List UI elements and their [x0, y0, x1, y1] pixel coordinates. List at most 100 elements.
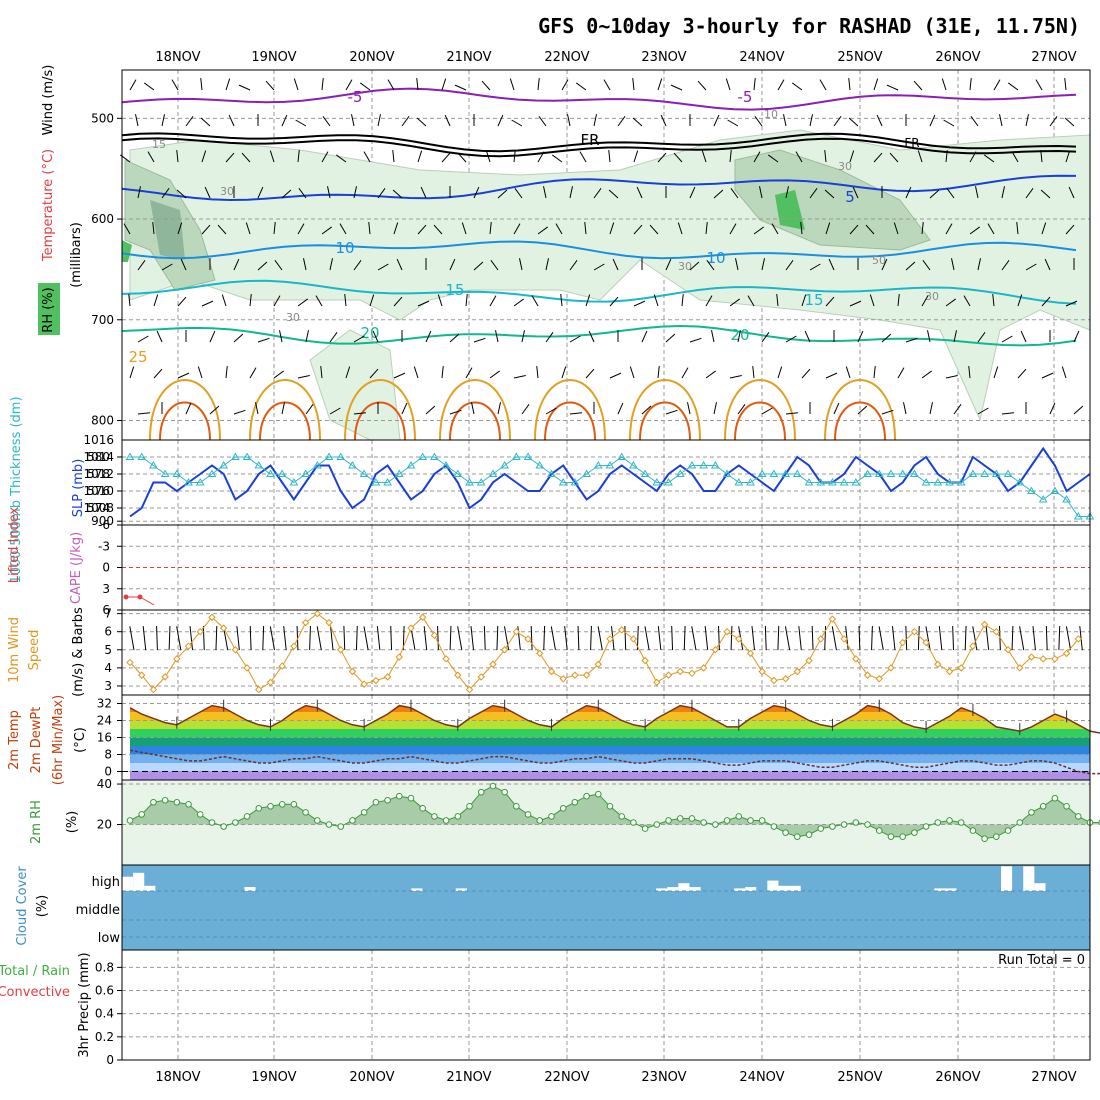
rh2m-marker: [548, 813, 555, 820]
isotherm-line: [121, 132, 1077, 153]
wind-barb: [281, 114, 288, 127]
thickness-marker: [172, 469, 182, 477]
wind-barb: [977, 331, 986, 343]
rh2m-marker: [466, 803, 473, 810]
thickness-marker: [746, 478, 755, 486]
wind-speed-marker: [735, 635, 743, 643]
wind-barb: [983, 154, 995, 163]
wind-barb: [993, 79, 1001, 91]
wind-barb: [530, 625, 533, 651]
rh2m-marker: [770, 823, 778, 830]
wind-barb: [687, 402, 691, 415]
wind-barb: [968, 366, 971, 379]
top-date-label: 26NOV: [935, 50, 980, 65]
wind-barb: [485, 150, 491, 163]
rh2m-marker: [630, 819, 637, 826]
wind-barb: [963, 295, 971, 307]
wind-barb: [245, 222, 251, 235]
rh2m-marker: [196, 811, 204, 818]
wind-barb: [579, 151, 587, 163]
wind-barb: [545, 407, 557, 415]
temperature-axis-label: Temperature (°C): [41, 149, 56, 262]
wind-speed-marker: [934, 660, 942, 668]
isotherm-line: [121, 279, 1077, 305]
cloud-clear-bar: [1000, 866, 1013, 891]
wind-barb: [701, 150, 707, 163]
thickness-marker: [640, 469, 650, 477]
wind-barb: [689, 186, 696, 199]
wind-barb: [321, 151, 329, 163]
wind-barb: [257, 261, 268, 271]
thickness-marker: [301, 469, 310, 477]
wind-barb: [711, 330, 715, 343]
wind-barb: [509, 78, 515, 91]
cloud-clear-bar: [455, 888, 467, 891]
wind-barb: [665, 409, 678, 415]
wind-barb: [1049, 115, 1058, 127]
wind-barb: [444, 114, 451, 127]
wind-barb: [1001, 335, 1013, 343]
wind-barb: [449, 333, 460, 343]
wind-barb: [316, 626, 322, 651]
wind-barb: [180, 258, 187, 271]
thickness-marker: [523, 452, 533, 460]
wind-speed-marker: [594, 660, 603, 668]
rh-shade-70: [150, 200, 185, 260]
rh2m-marker: [372, 798, 380, 806]
wind-barb: [531, 295, 539, 307]
thickness-marker: [617, 452, 627, 460]
rh-contour-label: 30: [678, 260, 692, 273]
rh2m-marker: [513, 803, 520, 810]
temp-color-band: [130, 712, 1090, 721]
wind-barb: [737, 403, 746, 415]
wind-barb: [129, 626, 135, 651]
thickness-marker: [1015, 478, 1025, 486]
wind-barb: [681, 367, 689, 379]
slp-axis-label: SLP (mb): [71, 459, 86, 518]
wind-barb: [449, 625, 452, 651]
thickness-tick-label: 578: [87, 467, 110, 481]
wind-speed-marker: [898, 638, 907, 647]
wind-speed-marker: [184, 642, 193, 650]
thickness-marker: [371, 478, 381, 486]
wind-barb: [269, 150, 275, 163]
wind-barb: [705, 295, 713, 307]
wind-speed-marker: [524, 635, 532, 643]
wind-speed-marker: [360, 680, 368, 688]
wind-barb: [545, 331, 554, 343]
wind-barb: [603, 79, 611, 91]
rh2m-marker: [583, 792, 590, 800]
rh2m-marker: [899, 833, 906, 840]
wind-barb: [521, 330, 525, 343]
rh2m-marker: [852, 819, 860, 826]
wind-barb: [783, 114, 787, 127]
wind-speed-marker: [348, 667, 357, 676]
wind-speed-marker: [559, 675, 567, 683]
wind-barb: [129, 79, 137, 91]
wind-barb: [1073, 330, 1080, 343]
wind-barb: [363, 626, 369, 651]
temp-color-band: [130, 729, 1090, 738]
rh2m-marker: [712, 821, 719, 828]
wind-barb: [153, 294, 159, 307]
rh2m-marker: [501, 788, 508, 796]
wind-barb: [718, 625, 720, 651]
thickness-marker: [792, 469, 802, 477]
rh2m-marker: [840, 821, 848, 828]
rh2m-marker: [1016, 819, 1024, 826]
rh-contour-label: 30: [925, 290, 939, 303]
wind-barb: [729, 150, 732, 163]
wind-speed-marker: [1004, 646, 1012, 654]
wind-barb: [657, 626, 662, 651]
wind-barb: [964, 625, 967, 651]
wind-barb: [1025, 187, 1034, 199]
wind-barb: [201, 150, 207, 163]
wind-barb: [536, 366, 539, 379]
bottom-date-label: 24NOV: [739, 1070, 784, 1085]
wind-barb: [363, 151, 371, 163]
top-date-label: 23NOV: [641, 50, 686, 65]
wind-barb: [433, 224, 443, 235]
rh2m-marker: [594, 790, 602, 798]
wind-barb: [938, 626, 943, 651]
isotherm-label: 20: [360, 324, 379, 342]
